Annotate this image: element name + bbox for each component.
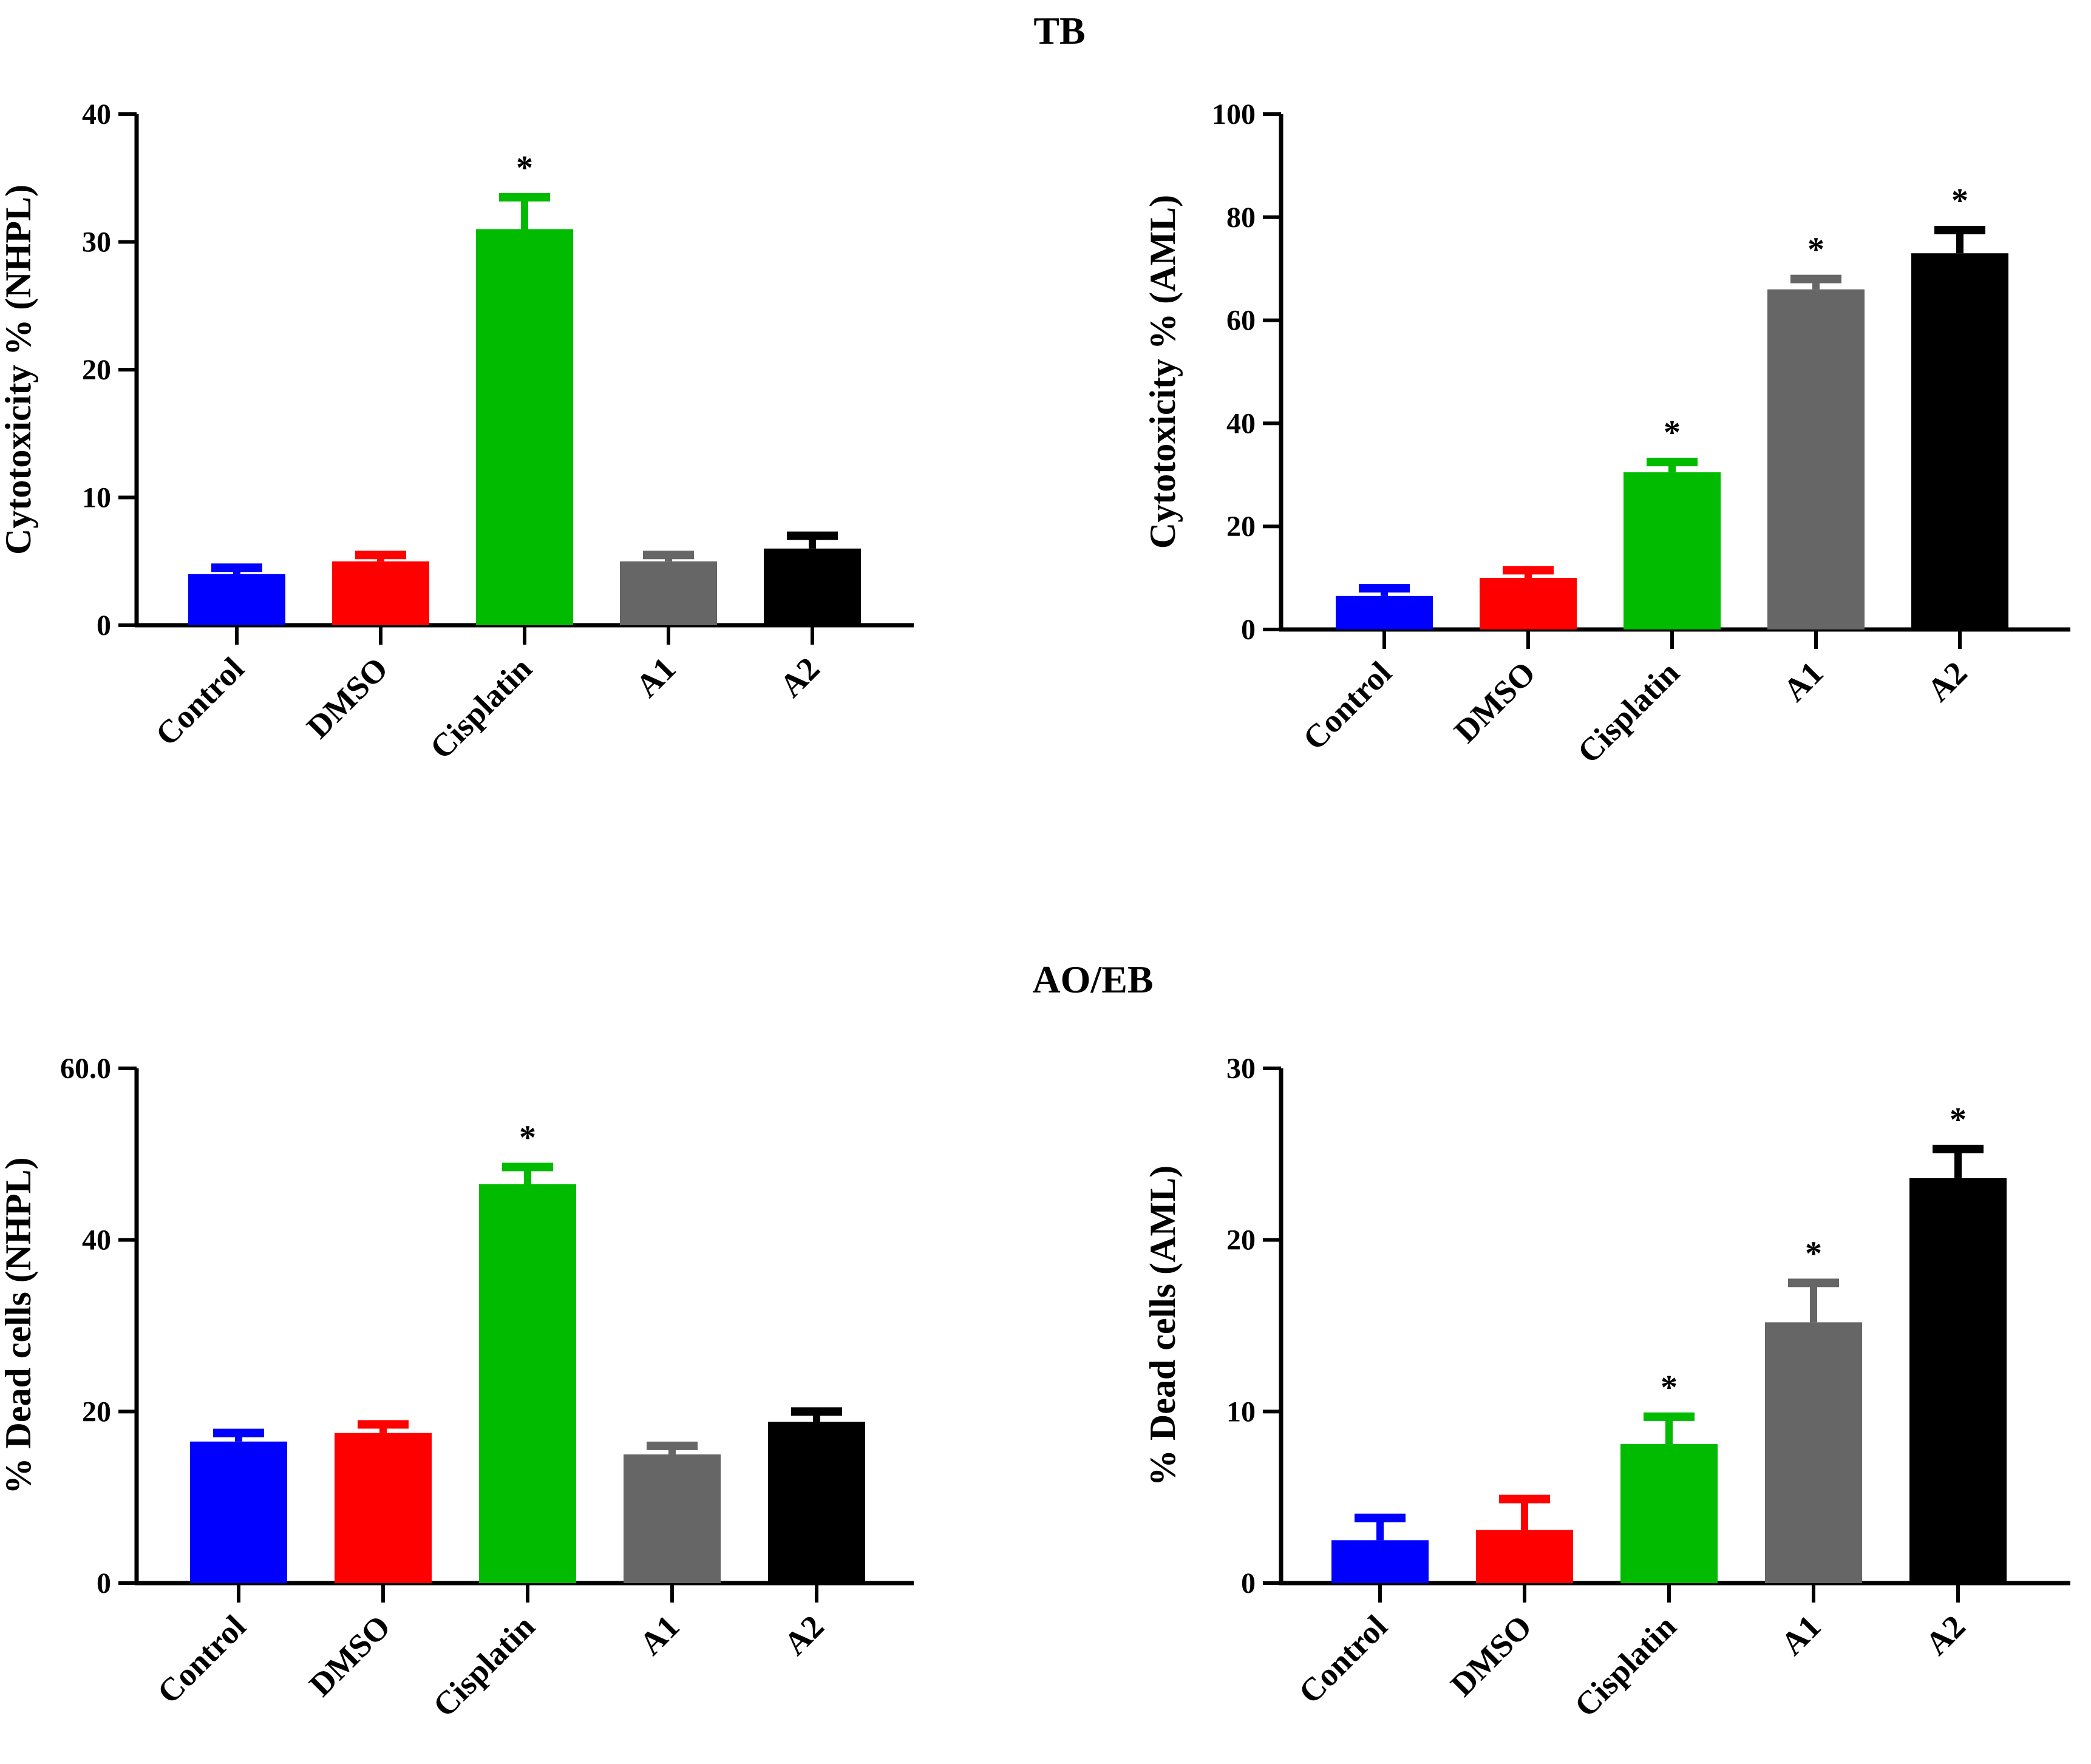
y-axis-title: % Dead cells (AML) <box>1143 1165 1183 1486</box>
bar <box>332 561 429 625</box>
category-label: A2 <box>1918 1608 1972 1662</box>
significance-mark: * <box>1807 231 1824 269</box>
significance-mark: * <box>1805 1235 1822 1272</box>
category-label: Cisplatin <box>1568 1608 1684 1724</box>
y-axis-title: Cytotoxicity % (AML) <box>1143 195 1183 549</box>
bar <box>1765 1322 1862 1583</box>
bar <box>1909 1178 2007 1583</box>
bar <box>620 561 717 625</box>
bar <box>1911 253 2008 630</box>
bar <box>1331 1540 1429 1583</box>
y-tick-label: 40 <box>82 98 111 131</box>
y-tick-label: 80 <box>1226 202 1256 234</box>
category-label: A2 <box>1920 654 1974 708</box>
bar <box>188 574 285 625</box>
y-tick-label: 0 <box>97 1567 111 1599</box>
category-label: Cisplatin <box>423 650 539 766</box>
y-tick-label: 100 <box>1212 98 1256 131</box>
y-axis-title: % Dead cells (NHPL) <box>0 1158 38 1494</box>
bar <box>1767 289 1865 629</box>
bar <box>1620 1444 1718 1583</box>
y-tick-label: 40 <box>82 1224 111 1257</box>
y-tick-label: 60 <box>1226 305 1256 337</box>
category-label: Cisplatin <box>426 1608 542 1724</box>
y-tick-label: 60.0 <box>60 1053 111 1085</box>
category-label: Control <box>1291 1608 1394 1711</box>
y-tick-label: 0 <box>1241 614 1256 646</box>
bar <box>1480 578 1577 629</box>
significance-mark: * <box>1950 1101 1967 1139</box>
chart-tb-nhpl: 0 10 20 30 40 Cytotoxicity % (NHPL) Control DMS… <box>0 98 914 766</box>
category-label: DMSO <box>1447 654 1543 750</box>
category-label: A1 <box>1773 1608 1827 1662</box>
category-label: A1 <box>628 650 682 704</box>
category-label: DMSO <box>1444 1608 1539 1703</box>
y-tick-label: 20 <box>1226 511 1256 543</box>
y-tick-label: 0 <box>97 609 111 642</box>
bar <box>479 1184 576 1583</box>
chart-aoeb-nhpl: 0 20 40 60.0 % Dead cells (NHPL) Control DMSO *… <box>0 1053 914 1724</box>
bar <box>768 1422 865 1583</box>
y-tick-label: 20 <box>1226 1224 1256 1257</box>
y-tick-label: 20 <box>82 354 111 386</box>
y-tick-label: 10 <box>82 482 111 514</box>
category-label: A2 <box>777 1608 831 1662</box>
significance-mark: * <box>1664 414 1681 452</box>
y-tick-label: 0 <box>1241 1567 1256 1599</box>
bar <box>1336 595 1433 629</box>
bar <box>624 1454 721 1583</box>
category-label: Control <box>150 1608 253 1711</box>
bar <box>1476 1530 1573 1583</box>
section-title-aoeb: AO/EB <box>1032 958 1153 1001</box>
category-label: A1 <box>632 1608 686 1662</box>
y-tick-label: 30 <box>1226 1053 1256 1085</box>
y-tick-label: 10 <box>1226 1396 1256 1428</box>
bar <box>476 229 573 625</box>
category-label: DMSO <box>300 650 395 745</box>
y-axis-title: Cytotoxicity % (NHPL) <box>0 185 38 555</box>
category-label: A2 <box>772 650 826 704</box>
bar <box>335 1433 432 1583</box>
bar <box>190 1441 287 1583</box>
significance-mark: * <box>1951 182 1968 220</box>
category-label: Control <box>1296 654 1398 757</box>
category-label: Cisplatin <box>1571 654 1687 770</box>
chart-tb-aml: 0 20 40 60 80 100 Cytotoxicity % (AML) Control D… <box>1143 98 2070 770</box>
section-title-tb: TB <box>1033 9 1085 52</box>
significance-mark: * <box>1661 1369 1678 1406</box>
y-tick-label: 40 <box>1226 407 1256 439</box>
y-tick-label: 30 <box>82 226 111 259</box>
bar <box>1623 472 1721 629</box>
chart-aoeb-aml: 0 10 20 30 % Dead cells (AML) Control DMSO * Cis… <box>1143 1053 2070 1724</box>
y-tick-label: 20 <box>82 1396 111 1428</box>
significance-mark: * <box>516 149 533 187</box>
category-label: DMSO <box>302 1608 398 1703</box>
category-label: A1 <box>1776 654 1830 708</box>
significance-mark: * <box>519 1119 536 1157</box>
bar <box>764 548 861 625</box>
category-label: Control <box>148 650 251 753</box>
